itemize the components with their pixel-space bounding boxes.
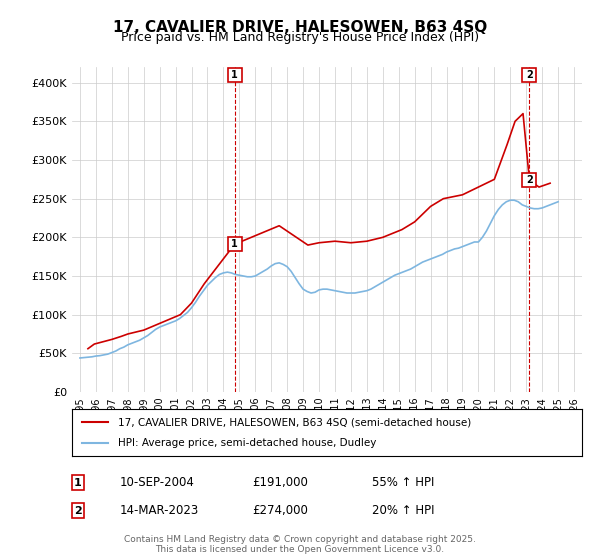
Text: 2: 2 — [526, 71, 533, 80]
Text: 17, CAVALIER DRIVE, HALESOWEN, B63 4SQ: 17, CAVALIER DRIVE, HALESOWEN, B63 4SQ — [113, 20, 487, 35]
Text: Price paid vs. HM Land Registry's House Price Index (HPI): Price paid vs. HM Land Registry's House … — [121, 31, 479, 44]
Text: 2: 2 — [74, 506, 82, 516]
Text: 55% ↑ HPI: 55% ↑ HPI — [372, 476, 434, 489]
Text: 17, CAVALIER DRIVE, HALESOWEN, B63 4SQ (semi-detached house): 17, CAVALIER DRIVE, HALESOWEN, B63 4SQ (… — [118, 417, 471, 427]
Text: 14-MAR-2023: 14-MAR-2023 — [120, 504, 199, 517]
Text: £274,000: £274,000 — [252, 504, 308, 517]
Text: 10-SEP-2004: 10-SEP-2004 — [120, 476, 195, 489]
Text: £191,000: £191,000 — [252, 476, 308, 489]
Text: HPI: Average price, semi-detached house, Dudley: HPI: Average price, semi-detached house,… — [118, 438, 376, 448]
Text: 2: 2 — [526, 175, 533, 185]
Text: 1: 1 — [231, 239, 238, 249]
Text: 1: 1 — [74, 478, 82, 488]
Text: 20% ↑ HPI: 20% ↑ HPI — [372, 504, 434, 517]
Text: 1: 1 — [231, 71, 238, 80]
Text: Contains HM Land Registry data © Crown copyright and database right 2025.
This d: Contains HM Land Registry data © Crown c… — [124, 535, 476, 554]
